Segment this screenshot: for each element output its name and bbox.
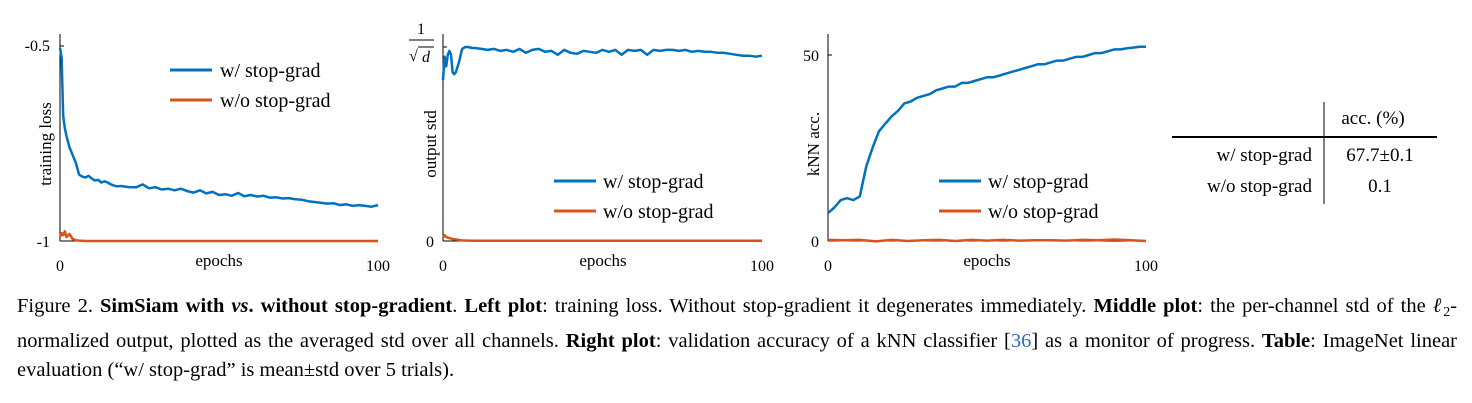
caption-right-label: Right plot (565, 330, 656, 352)
y-tick-label-top: 50 (803, 48, 819, 65)
figure-panel: -0.5 -1 0 100 epochs training loss w/ st… (25, 21, 1437, 275)
y-tick-label-top-numerator: 1 (417, 21, 425, 38)
x-tick-label-100: 100 (366, 258, 390, 275)
x-tick-label-0: 0 (824, 258, 832, 275)
caption-table-label: Table (1261, 330, 1311, 352)
y-axis-label: training loss (36, 102, 55, 186)
series-line-w-stop-grad (827, 45, 1146, 215)
table-row-value: 67.7±0.1 (1346, 145, 1413, 166)
caption-title: SimSiam with (100, 295, 225, 317)
citation-link[interactable]: 36 (1010, 330, 1032, 352)
ell-symbol: ℓ2 (1432, 295, 1451, 320)
x-axis-label: epochs (963, 251, 1010, 270)
y-tick-label-bottom: 0 (426, 234, 434, 251)
caption-left-label: Left plot (464, 295, 543, 317)
y-axis-label: kNN acc. (804, 112, 823, 176)
caption-table-text: : ImageNet linear evaluation (“w/ stop-g… (17, 330, 1457, 381)
figure-label: Figure 2. (17, 295, 93, 317)
table-row-value: 0.1 (1368, 176, 1392, 197)
caption-title-vs: vs (231, 295, 249, 317)
caption-right-text-1: : validation accuracy of a kNN classifie… (655, 330, 1011, 352)
series-line-w-stop-grad (441, 45, 763, 81)
y-tick-label-top-denominator: d (422, 49, 431, 66)
training-loss-plot: -0.5 -1 0 100 epochs training loss w/ st… (25, 34, 390, 275)
y-axis-label: output std (421, 110, 440, 178)
series-line-wo-stop-grad (442, 233, 762, 243)
sqrt-symbol: √ (409, 48, 418, 65)
y-tick-label-top: -0.5 (25, 38, 50, 55)
table-row-label: w/ stop-grad (1216, 145, 1312, 166)
results-table: acc. (%) w/ stop-grad 67.7±0.1 w/o stop-… (1172, 102, 1437, 204)
legend-label-wo-stop-grad: w/o stop-grad (988, 201, 1099, 223)
legend-label-w-stop-grad: w/ stop-grad (603, 171, 704, 193)
output-std-plot: 1 √ d 0 0 100 epochs output std w/ stop-… (409, 21, 774, 275)
caption-left-text: : training loss. Without stop-gradient i… (542, 295, 1087, 317)
caption-right-text-2: ] as a monitor of progress. (1031, 330, 1256, 352)
legend-label-w-stop-grad: w/ stop-grad (988, 171, 1089, 193)
x-axis-label: epochs (195, 251, 242, 270)
legend-label-wo-stop-grad: w/o stop-grad (220, 90, 331, 112)
caption-separator: . (452, 295, 458, 317)
ell-subscript: 2 (1443, 305, 1451, 320)
caption-middle-text-1: : the per-channel std of the (1197, 295, 1426, 317)
caption-middle-label: Middle plot (1093, 295, 1198, 317)
y-tick-label-bottom: 0 (811, 234, 819, 251)
x-tick-label-100: 100 (1134, 258, 1158, 275)
ell-letter: ℓ (1432, 295, 1444, 317)
table-row-label: w/o stop-grad (1207, 176, 1313, 197)
knn-acc-plot: 50 0 0 100 epochs kNN acc. w/ stop-grad … (803, 34, 1158, 275)
series-line-wo-stop-grad (827, 238, 1147, 243)
figure-caption: Figure 2. SimSiam with vs. without stop-… (17, 292, 1457, 385)
series-line-wo-stop-grad (58, 230, 378, 243)
caption-title-rest: . without stop-gradient (248, 295, 453, 317)
table-header-acc: acc. (%) (1341, 108, 1404, 129)
x-tick-label-100: 100 (750, 258, 774, 275)
y-tick-label-bottom: -1 (37, 234, 50, 251)
legend-label-wo-stop-grad: w/o stop-grad (603, 201, 714, 223)
caption-middle-text-2: -normalized output, plotted as the avera… (17, 295, 1458, 352)
legend-label-w-stop-grad: w/ stop-grad (220, 60, 321, 82)
series-line-w-stop-grad (58, 47, 379, 208)
x-axis-label: epochs (579, 251, 626, 270)
x-tick-label-0: 0 (56, 258, 64, 275)
x-tick-label-0: 0 (439, 258, 447, 275)
